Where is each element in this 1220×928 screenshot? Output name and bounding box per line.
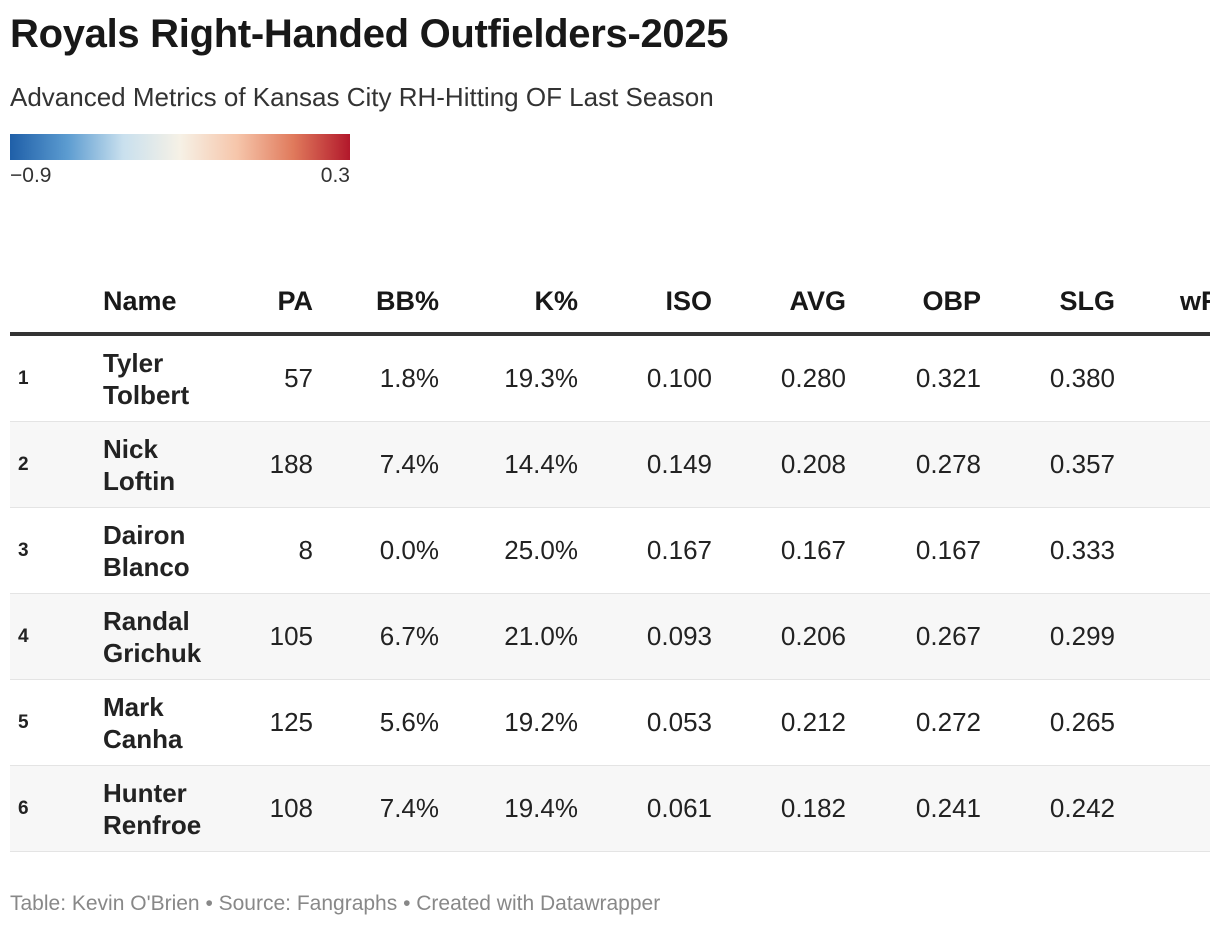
rank-cell: 4 [10, 593, 93, 680]
value-cell: 14.4% [449, 421, 588, 508]
column-header: K% [449, 270, 588, 336]
title: Royals Right-Handed Outfielders-2025 [10, 12, 729, 56]
value-cell: 0.206 [722, 593, 856, 680]
value-cell: 0.053 [588, 679, 722, 766]
name-cell: Tyler Tolbert [93, 334, 230, 422]
value-cell: 0.265 [991, 679, 1125, 766]
value-cell: 0.278 [856, 421, 991, 508]
empty-cell [1125, 507, 1210, 594]
name-cell: Randal Grichuk [93, 593, 230, 680]
column-header: PA [230, 270, 323, 336]
rank-cell: 1 [10, 334, 93, 422]
name-cell: Hunter Renfroe [93, 765, 230, 852]
name-cell: Nick Loftin [93, 421, 230, 508]
legend-min: −0.9 [10, 164, 52, 187]
value-cell: 19.3% [449, 334, 588, 422]
value-cell: 0.167 [722, 507, 856, 594]
value-cell: 7.4% [323, 421, 449, 508]
value-cell: 0.380 [991, 334, 1125, 422]
legend-max: 0.3 [320, 164, 350, 187]
table-row: 2 Nick Loftin 188 7.4% 14.4% 0.149 0.208 0.278 0… [10, 421, 1210, 508]
value-cell: 0.272 [856, 679, 991, 766]
column-header: AVG [722, 270, 856, 336]
value-cell: 19.4% [449, 765, 588, 852]
table-row: 5 Mark Canha 125 5.6% 19.2% 0.053 0.212 0.272 0.… [10, 679, 1210, 766]
value-cell: 125 [230, 679, 323, 766]
value-cell: 0.208 [722, 421, 856, 508]
value-cell: 0.167 [588, 507, 722, 594]
column-header: Name [93, 270, 230, 336]
empty-cell [1125, 765, 1210, 852]
value-cell: 0.0% [323, 507, 449, 594]
value-cell: 108 [230, 765, 323, 852]
name-cell: Dairon Blanco [93, 507, 230, 594]
empty-cell [1125, 679, 1210, 766]
header-cell [10, 270, 93, 336]
empty-cell [1125, 421, 1210, 508]
value-cell: 0.167 [856, 507, 991, 594]
table-row: 4 Randal Grichuk 105 6.7% 21.0% 0.093 0.206 0.2… [10, 593, 1210, 680]
value-cell: 8 [230, 507, 323, 594]
value-cell: 6.7% [323, 593, 449, 680]
value-cell: 0.149 [588, 421, 722, 508]
value-cell: 57 [230, 334, 323, 422]
value-cell: 0.242 [991, 765, 1125, 852]
column-header: OBP [856, 270, 991, 336]
rank-cell: 3 [10, 507, 93, 594]
table-row: 6 Hunter Renfroe 108 7.4% 19.4% 0.061 0.182 0.2… [10, 765, 1210, 852]
empty-cell [1125, 334, 1210, 422]
value-cell: 0.241 [856, 765, 991, 852]
value-cell: 188 [230, 421, 323, 508]
color-legend-bar [10, 134, 350, 160]
table-row: 3 Dairon Blanco 8 0.0% 25.0% 0.167 0.167 0.167 0… [10, 507, 1210, 594]
value-cell: 19.2% [449, 679, 588, 766]
rank-cell: 5 [10, 679, 93, 766]
column-header: ISO [588, 270, 722, 336]
value-cell: 105 [230, 593, 323, 680]
empty-cell [1125, 593, 1210, 680]
value-cell: 0.280 [722, 334, 856, 422]
name-cell: Mark Canha [93, 679, 230, 766]
value-cell: 0.093 [588, 593, 722, 680]
footer: Table: Kevin O'Brien • Source: Fangraphs… [10, 892, 661, 915]
value-cell: 0.357 [991, 421, 1125, 508]
value-cell: 1.8% [323, 334, 449, 422]
value-cell: 0.100 [588, 334, 722, 422]
subtitle: Advanced Metrics of Kansas City RH-Hitti… [10, 82, 714, 112]
column-header: SLG [991, 270, 1125, 336]
value-cell: 0.061 [588, 765, 722, 852]
value-cell: 21.0% [449, 593, 588, 680]
value-cell: 0.212 [722, 679, 856, 766]
value-cell: 0.321 [856, 334, 991, 422]
column-header: wR [1125, 270, 1210, 336]
rank-cell: 6 [10, 765, 93, 852]
value-cell: 7.4% [323, 765, 449, 852]
column-header: BB% [323, 270, 449, 336]
table-row: 1 Tyler Tolbert 57 1.8% 19.3% 0.100 0.280 0.321… [10, 334, 1210, 422]
rank-cell: 2 [10, 421, 93, 508]
value-cell: 0.267 [856, 593, 991, 680]
value-cell: 0.333 [991, 507, 1125, 594]
value-cell: 25.0% [449, 507, 588, 594]
value-cell: 5.6% [323, 679, 449, 766]
value-cell: 0.182 [722, 765, 856, 852]
value-cell: 0.299 [991, 593, 1125, 680]
